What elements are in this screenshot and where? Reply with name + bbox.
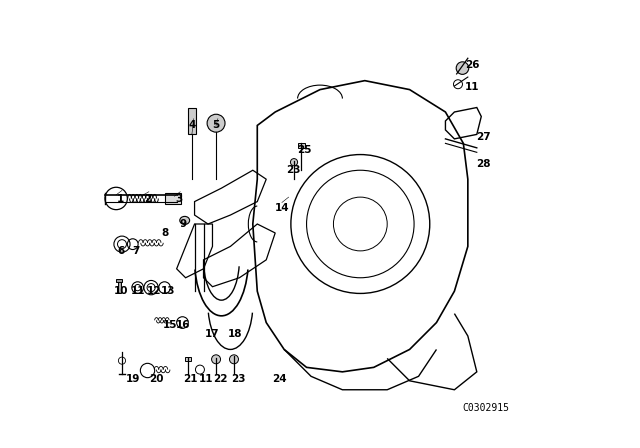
Text: 17: 17: [205, 329, 220, 339]
Bar: [165, 193, 181, 204]
Text: 25: 25: [297, 145, 312, 155]
Bar: [185, 357, 191, 361]
Text: 26: 26: [465, 60, 479, 70]
Text: 2: 2: [144, 194, 151, 204]
Text: 14: 14: [275, 203, 289, 213]
Bar: [188, 108, 196, 134]
Text: 3: 3: [175, 194, 182, 204]
Text: C0302915: C0302915: [462, 403, 509, 413]
Text: 6: 6: [117, 246, 124, 256]
Bar: [298, 143, 305, 148]
Text: 4: 4: [189, 121, 196, 130]
Text: 20: 20: [149, 374, 164, 383]
Text: 8: 8: [162, 228, 169, 238]
Text: 28: 28: [476, 159, 491, 168]
Circle shape: [212, 355, 221, 364]
Text: 13: 13: [161, 286, 175, 296]
Text: 12: 12: [147, 286, 161, 296]
Text: 1: 1: [117, 194, 124, 204]
Text: 10: 10: [113, 286, 128, 296]
Text: 18: 18: [228, 329, 242, 339]
Text: 9: 9: [180, 219, 187, 229]
Text: 19: 19: [126, 374, 140, 383]
Text: 15: 15: [163, 320, 177, 330]
Text: 16: 16: [176, 320, 191, 330]
Bar: [116, 279, 122, 282]
Text: 27: 27: [476, 132, 491, 142]
Text: 22: 22: [213, 374, 228, 383]
Text: 23: 23: [231, 374, 246, 383]
Circle shape: [291, 159, 298, 166]
Circle shape: [207, 114, 225, 132]
Text: 21: 21: [183, 374, 197, 383]
Text: 23: 23: [286, 165, 300, 175]
Bar: [118, 280, 121, 293]
Text: 11: 11: [198, 374, 213, 383]
Text: 5: 5: [212, 121, 220, 130]
Circle shape: [230, 355, 239, 364]
Text: 24: 24: [273, 374, 287, 383]
Circle shape: [456, 62, 468, 74]
Text: 7: 7: [132, 246, 140, 256]
Text: 11: 11: [131, 286, 146, 296]
Text: 11: 11: [465, 82, 479, 92]
Ellipse shape: [180, 216, 189, 224]
